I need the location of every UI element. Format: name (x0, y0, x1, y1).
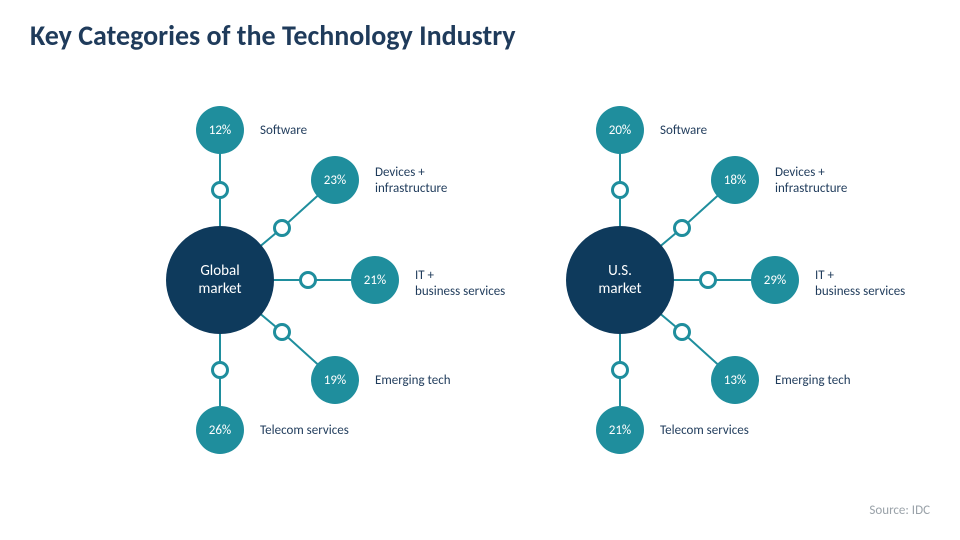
node-value: 12% (209, 123, 231, 138)
node-label-emerging: Emerging tech (375, 373, 485, 389)
hub-circle: Globalmarket (166, 226, 274, 334)
connector-ring (211, 361, 229, 379)
connector-ring (673, 323, 691, 341)
node-value: 18% (724, 173, 746, 188)
connector-ring (611, 181, 629, 199)
connector-ring (273, 219, 291, 237)
node-label-software: Software (660, 123, 770, 139)
node-label-devices: Devices +infrastructure (375, 165, 485, 198)
node-it: 21% (351, 256, 399, 304)
node-label-devices: Devices +infrastructure (775, 165, 885, 198)
node-value: 21% (364, 273, 386, 288)
node-software: 12% (196, 106, 244, 154)
hub-circle: U.S.market (566, 226, 674, 334)
connector-ring (699, 271, 717, 289)
node-telecom: 26% (196, 406, 244, 454)
connector-ring (273, 323, 291, 341)
node-label-it: IT +business services (815, 268, 925, 301)
node-label-telecom: Telecom services (260, 423, 370, 439)
cluster-global: Globalmarket 12% Software 23% Devices +infra… (90, 60, 490, 490)
hub-label: Globalmarket (198, 262, 241, 298)
node-label-telecom: Telecom services (660, 423, 770, 439)
node-value: 23% (324, 173, 346, 188)
node-value: 20% (609, 123, 631, 138)
node-label-emerging: Emerging tech (775, 373, 885, 389)
hub-label: U.S.market (598, 262, 641, 298)
node-value: 13% (724, 373, 746, 388)
node-value: 29% (764, 273, 786, 288)
node-value: 21% (609, 423, 631, 438)
page-title: Key Categories of the Technology Industr… (30, 18, 516, 53)
connector-ring (611, 361, 629, 379)
connector-ring (211, 181, 229, 199)
source-text: Source: IDC (869, 503, 930, 518)
node-emerging: 19% (311, 356, 359, 404)
node-value: 26% (209, 423, 231, 438)
cluster-us: U.S.market 20% Software 18% Devices +infrast… (490, 60, 890, 490)
node-value: 19% (324, 373, 346, 388)
connector-ring (299, 271, 317, 289)
node-label-software: Software (260, 123, 370, 139)
node-telecom: 21% (596, 406, 644, 454)
node-software: 20% (596, 106, 644, 154)
node-devices: 18% (711, 156, 759, 204)
node-devices: 23% (311, 156, 359, 204)
node-it: 29% (751, 256, 799, 304)
connector-ring (673, 219, 691, 237)
node-emerging: 13% (711, 356, 759, 404)
